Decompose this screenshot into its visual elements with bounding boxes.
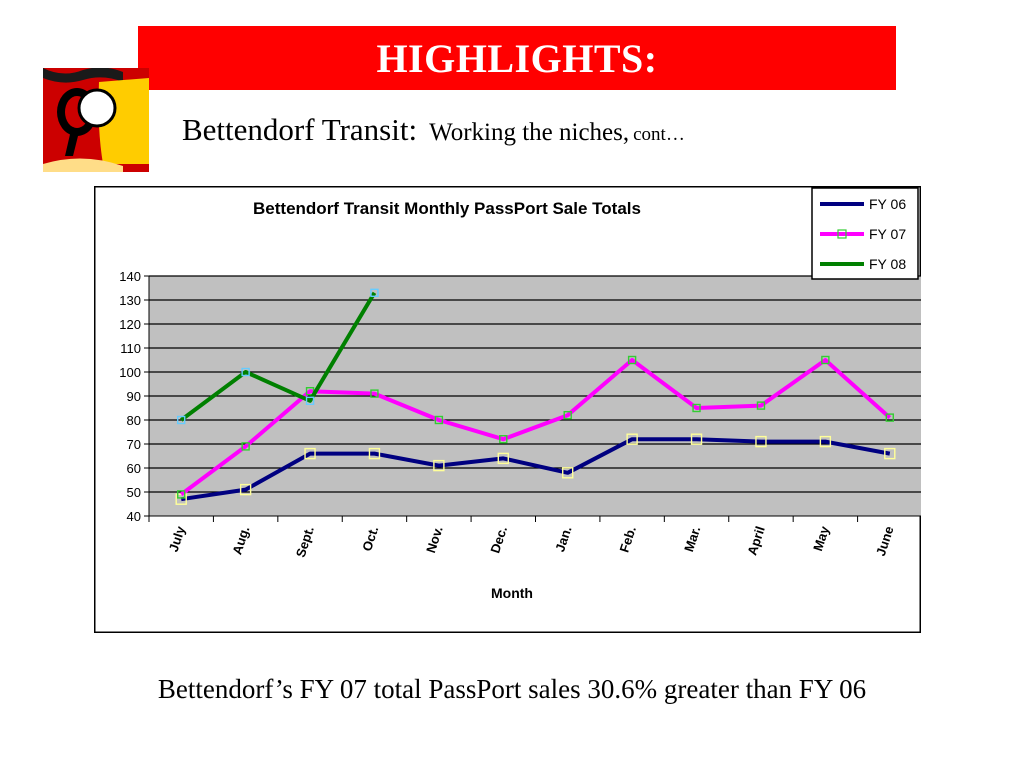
data-point <box>885 413 894 422</box>
slide-subtitle: Bettendorf Transit: Working the niches, c… <box>182 112 685 148</box>
y-tick-label: 110 <box>120 341 141 356</box>
y-tick-label: 120 <box>119 317 141 332</box>
chart-title: Bettendorf Transit Monthly PassPort Sale… <box>253 199 641 218</box>
series-line-1 <box>180 437 891 502</box>
subtitle-cont: cont… <box>633 124 685 145</box>
series-line-2 <box>180 358 892 497</box>
data-point <box>177 415 186 425</box>
data-point <box>497 452 509 465</box>
chart-container: Bettendorf Transit Monthly PassPort Sale… <box>94 186 923 633</box>
data-point <box>433 459 445 472</box>
line-chart: Bettendorf Transit Monthly PassPort Sale… <box>94 186 923 633</box>
y-tick-label: 60 <box>127 461 141 476</box>
footer-statement: Bettendorf’s FY 07 total PassPort sales … <box>157 674 867 704</box>
data-point <box>884 447 896 460</box>
slide-title: HIGHLIGHTS: <box>376 35 658 81</box>
data-point <box>692 403 701 413</box>
y-tick-label: 90 <box>127 389 141 404</box>
data-point <box>821 355 830 365</box>
y-tick-label: 40 <box>127 509 141 524</box>
transit-logo <box>43 67 149 172</box>
x-axis-label: Month <box>491 585 533 601</box>
subtitle-main: Bettendorf Transit: <box>182 112 418 147</box>
data-point <box>434 415 444 425</box>
data-point <box>755 435 767 448</box>
data-point <box>305 396 315 406</box>
data-point <box>370 288 379 298</box>
data-point <box>241 442 250 451</box>
x-tick-label: Oct. <box>359 524 381 553</box>
legend-label: FY 07 <box>869 226 906 242</box>
data-point <box>562 467 574 479</box>
data-point <box>756 401 766 410</box>
data-point <box>690 433 703 445</box>
data-point <box>627 355 637 365</box>
subtitle-rest: Working the niches, <box>429 119 630 146</box>
data-point <box>304 447 316 460</box>
data-point <box>499 434 508 444</box>
series-line-3 <box>180 291 377 422</box>
data-point <box>819 435 832 448</box>
legend: FY 06 FY 07 FY 08 <box>811 187 919 280</box>
y-tick-label: 100 <box>119 365 141 380</box>
data-point <box>626 433 638 445</box>
legend-label: FY 06 <box>869 196 906 212</box>
title-banner: HIGHLIGHTS: <box>138 26 896 90</box>
y-tick-label: 70 <box>127 437 141 452</box>
y-tick-label: 140 <box>119 269 141 284</box>
data-point <box>241 367 250 377</box>
data-point <box>177 490 186 499</box>
legend-marker <box>837 229 847 239</box>
y-tick-label: 80 <box>127 413 141 428</box>
data-point <box>563 410 572 420</box>
series-lines <box>175 288 896 505</box>
y-tick-label: 50 <box>127 485 141 500</box>
data-point <box>368 447 381 460</box>
data-point <box>370 389 379 398</box>
y-axis-ticks: 40 50 60 70 80 90 100 110 120 130 140 <box>119 269 149 524</box>
legend-label: FY 08 <box>869 256 906 272</box>
y-tick-label: 130 <box>119 293 141 308</box>
data-point <box>239 483 252 496</box>
